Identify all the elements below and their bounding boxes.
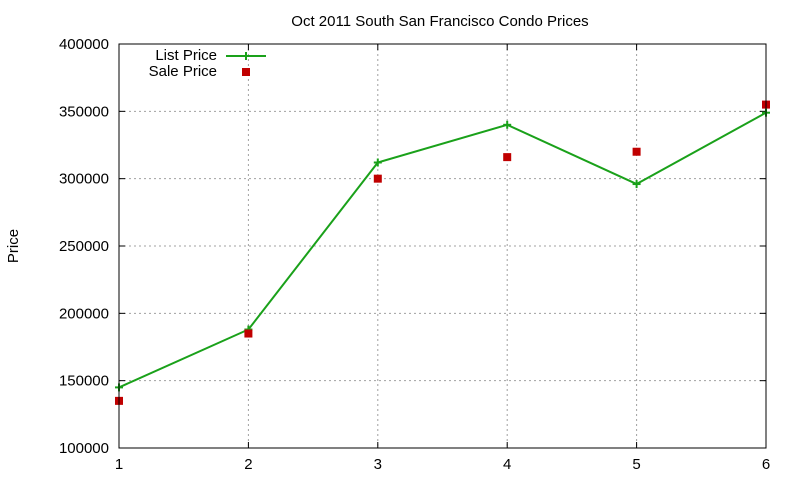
y-tick-label: 100000: [59, 440, 109, 457]
sale-price-point: [632, 147, 641, 156]
y-tick-label: 350000: [59, 103, 109, 120]
legend-swatch-list-price: [226, 52, 266, 60]
x-tick-label: 4: [503, 456, 511, 473]
y-axis-label: Price: [5, 229, 22, 263]
list-price-point: [373, 158, 382, 167]
legend-swatch-sale-price: [242, 68, 250, 76]
list-price-line: [118, 111, 767, 389]
y-tick-label: 250000: [59, 238, 109, 255]
y-tick-label: 150000: [59, 373, 109, 390]
y-tick-label: 400000: [59, 36, 109, 53]
x-tick-label: 6: [762, 456, 770, 473]
legend-label-list-price: List Price: [155, 47, 217, 64]
x-tick-label: 5: [632, 456, 640, 473]
x-tick-label: 1: [115, 456, 123, 473]
sale-price-point: [244, 329, 253, 338]
sale-price-point: [373, 174, 382, 183]
list-price-point: [503, 120, 512, 129]
sale-price-point: [503, 153, 512, 162]
legend-label-sale-price: Sale Price: [149, 63, 217, 80]
y-tick-label: 200000: [59, 305, 109, 322]
plot-frame: [118, 43, 767, 449]
x-tick-label: 3: [374, 456, 382, 473]
chart-title: Oct 2011 South San Francisco Condo Price…: [291, 13, 588, 30]
legend: List Price Sale Price: [149, 47, 266, 80]
series-layer: [115, 100, 770, 405]
x-tick-label: 2: [244, 456, 252, 473]
list-price-point: [632, 180, 641, 189]
axis-tick-labels: 1 2 3 4 5 6 100000 150000 200000 250000 300000 3500…: [59, 36, 770, 473]
grid-lines: [118, 43, 767, 449]
y-tick-label: 300000: [59, 171, 109, 188]
